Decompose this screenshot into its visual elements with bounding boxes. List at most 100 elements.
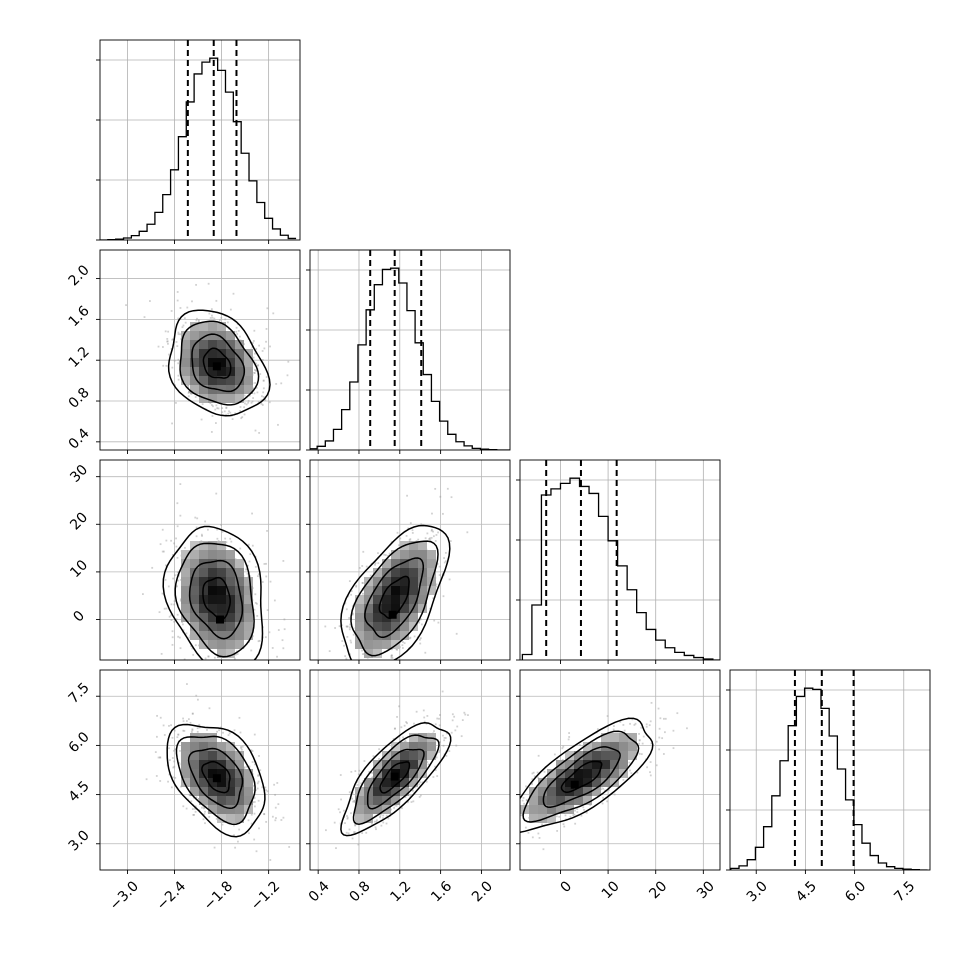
contour-line (379, 761, 411, 794)
sample-point (245, 662, 247, 664)
sample-point (351, 612, 354, 615)
sample-point (406, 494, 408, 497)
sample-point (266, 530, 268, 532)
density-cell (391, 778, 400, 787)
sample-point (229, 308, 232, 311)
density-cell (208, 376, 217, 385)
sample-point (516, 812, 518, 814)
sample-point (394, 727, 396, 730)
sample-point (251, 400, 254, 403)
sample-point (251, 761, 254, 763)
sample-point (175, 401, 177, 404)
sample-point (259, 769, 262, 772)
sample-point (187, 718, 190, 721)
sample-point (239, 410, 242, 412)
density-cell (199, 349, 208, 358)
density-cell (601, 760, 610, 769)
sample-point (213, 656, 216, 659)
sample-point (204, 520, 207, 523)
sample-point (251, 346, 254, 349)
density-cell (364, 805, 373, 814)
sample-point (261, 350, 264, 352)
sample-point (172, 577, 175, 580)
sample-point (387, 554, 389, 557)
density-cell (418, 577, 427, 586)
sample-point (406, 801, 409, 804)
density-cell (583, 787, 592, 796)
density-cell (190, 595, 199, 604)
sample-point (277, 629, 280, 631)
sample-point (261, 786, 264, 789)
sample-point (195, 535, 198, 538)
sample-point (196, 730, 199, 733)
sample-point (375, 820, 378, 823)
sample-point (198, 797, 200, 800)
sample-point (176, 573, 179, 576)
sample-point (225, 413, 227, 416)
sample-point (337, 808, 340, 811)
sample-point (178, 636, 181, 639)
sample-point (177, 378, 180, 381)
sample-point (155, 735, 158, 738)
sample-point (538, 837, 541, 839)
sample-point (260, 402, 263, 405)
sample-point (225, 407, 228, 409)
density-cell (235, 577, 244, 586)
sample-point (142, 593, 144, 596)
sample-point (569, 815, 572, 818)
sample-point (203, 813, 206, 815)
sample-point (198, 726, 201, 729)
sample-point (430, 536, 433, 539)
sample-point (374, 826, 377, 829)
sample-point (255, 348, 258, 350)
x-tick-label: 0.8 (347, 878, 374, 905)
sample-point (171, 338, 174, 341)
density-cell (583, 769, 592, 778)
sample-point (513, 828, 515, 830)
density-cell (355, 604, 364, 613)
sample-point (247, 564, 249, 567)
sample-point (348, 580, 351, 583)
sample-point (183, 317, 186, 320)
sample-point (339, 822, 342, 825)
sample-point (645, 725, 648, 728)
sample-point (258, 827, 260, 830)
density-cell (235, 640, 244, 649)
density-cell (181, 613, 190, 622)
sample-point (233, 824, 235, 827)
density-cell (235, 751, 244, 760)
sample-point (640, 726, 643, 729)
sample-point (396, 531, 399, 534)
sample-point (542, 848, 545, 851)
panel-frame (309, 249, 511, 451)
sample-point (266, 609, 269, 612)
marginal-panel-2 (516, 459, 721, 664)
sample-point (410, 801, 413, 803)
sample-point (190, 730, 193, 733)
sample-point (168, 615, 171, 618)
sample-point (194, 396, 197, 398)
density-cell (244, 385, 253, 394)
sample-point (245, 568, 247, 571)
density-cell (400, 568, 409, 577)
sample-point (642, 735, 645, 738)
sample-point (363, 760, 366, 762)
density-cell (244, 595, 253, 604)
sample-point (576, 808, 579, 810)
sample-point (178, 762, 181, 764)
sample-point (265, 376, 268, 378)
y-tick-label: 10 (67, 557, 91, 581)
sample-point (401, 647, 404, 649)
sample-point (434, 487, 437, 490)
sample-point (225, 541, 228, 544)
sample-point (274, 819, 277, 822)
sample-point (432, 597, 435, 600)
sample-point (256, 782, 259, 785)
density-cell (529, 796, 538, 805)
sample-point (162, 346, 164, 348)
sample-point (343, 644, 345, 647)
density-cell (226, 640, 235, 649)
density-cell (400, 550, 409, 559)
density-cell (199, 394, 208, 403)
sample-point (191, 728, 194, 731)
